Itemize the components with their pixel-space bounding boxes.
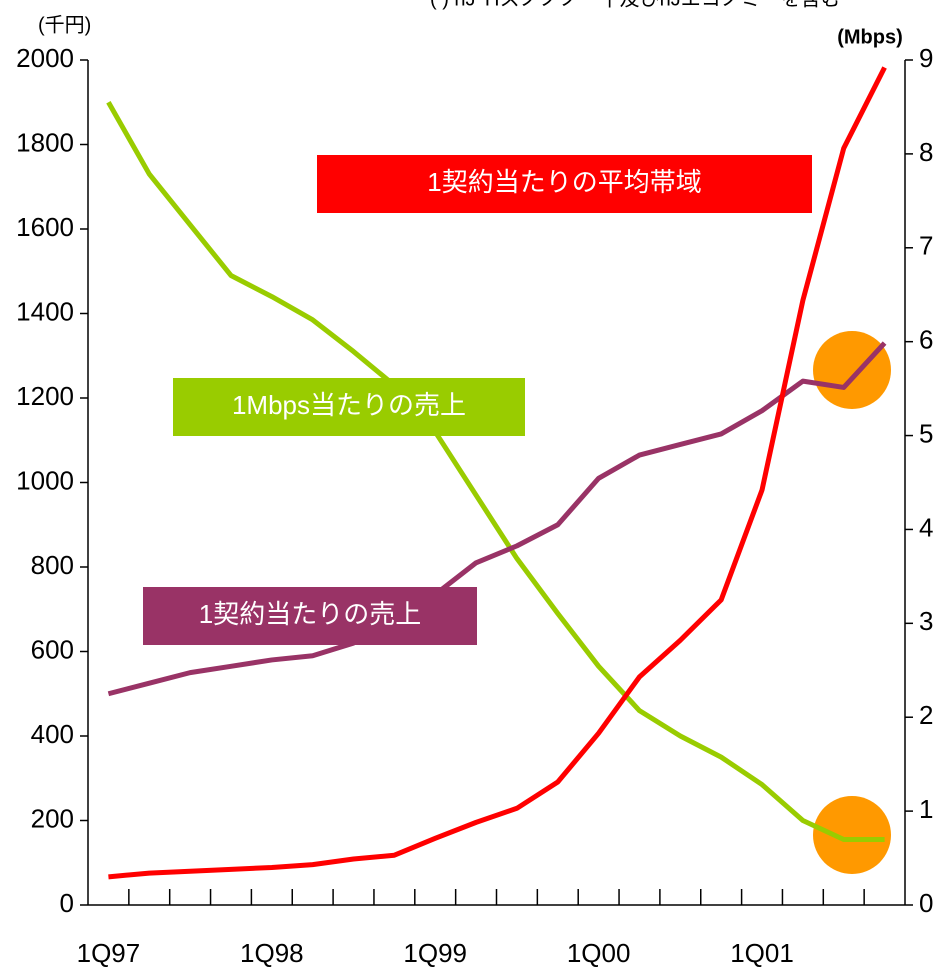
legend-item: 1Mbps当たりの売上 bbox=[173, 378, 525, 436]
x-tick-label: 1Q98 bbox=[240, 938, 304, 968]
y-axis-label: (千円) bbox=[38, 13, 91, 36]
y2-axis-label: (Mbps) bbox=[837, 26, 903, 48]
y-tick-label: 800 bbox=[31, 550, 74, 580]
legend-label: 1契約当たりの平均帯域 bbox=[427, 167, 701, 197]
y-tick-label: 1000 bbox=[16, 465, 74, 495]
x-tick-label: 1Q00 bbox=[567, 938, 631, 968]
y-tick-label: 600 bbox=[31, 634, 74, 664]
legend-label: 1契約当たりの売上 bbox=[199, 599, 421, 629]
y-tick-label: 0 bbox=[60, 888, 74, 918]
highlight-circle bbox=[813, 796, 891, 874]
y2-tick-label: 5 bbox=[919, 418, 933, 448]
legend-box bbox=[317, 155, 812, 213]
legend-box bbox=[143, 587, 477, 645]
x-tick-label: 1Q97 bbox=[77, 938, 141, 968]
y2-tick-label: 4 bbox=[919, 512, 933, 542]
y-tick-label: 1600 bbox=[16, 212, 74, 242]
y-tick-label: 1200 bbox=[16, 381, 74, 411]
y-tick-label: 1400 bbox=[16, 296, 74, 326]
legend-box bbox=[173, 378, 525, 436]
legend-label: 1Mbps当たりの売上 bbox=[232, 390, 466, 420]
series-line bbox=[108, 66, 887, 880]
y2-tick-label: 7 bbox=[919, 231, 933, 261]
series-line bbox=[106, 101, 885, 843]
x-tick-label: 1Q01 bbox=[730, 938, 794, 968]
y-tick-label: 1800 bbox=[16, 127, 74, 157]
y-tick-label: 400 bbox=[31, 719, 74, 749]
series-line bbox=[107, 341, 887, 697]
y2-tick-label: 1 bbox=[919, 794, 933, 824]
legend-item: 1契約当たりの平均帯域 bbox=[317, 155, 812, 213]
x-tick-label: 1Q99 bbox=[403, 938, 467, 968]
y2-tick-label: 3 bbox=[919, 606, 933, 636]
y2-tick-label: 2 bbox=[919, 700, 933, 730]
legend-item: 1契約当たりの売上 bbox=[143, 587, 477, 645]
y2-tick-label: 9 bbox=[919, 43, 933, 73]
y2-tick-label: 6 bbox=[919, 325, 933, 355]
y-tick-label: 200 bbox=[31, 803, 74, 833]
y-tick-label: 2000 bbox=[16, 43, 74, 73]
y2-tick-label: 8 bbox=[919, 137, 933, 167]
highlight-circle bbox=[813, 331, 891, 409]
note: ( ) nJ YIスノノノー十及ひnJエコノミーを含む bbox=[430, 0, 841, 10]
y2-tick-label: 0 bbox=[919, 888, 933, 918]
